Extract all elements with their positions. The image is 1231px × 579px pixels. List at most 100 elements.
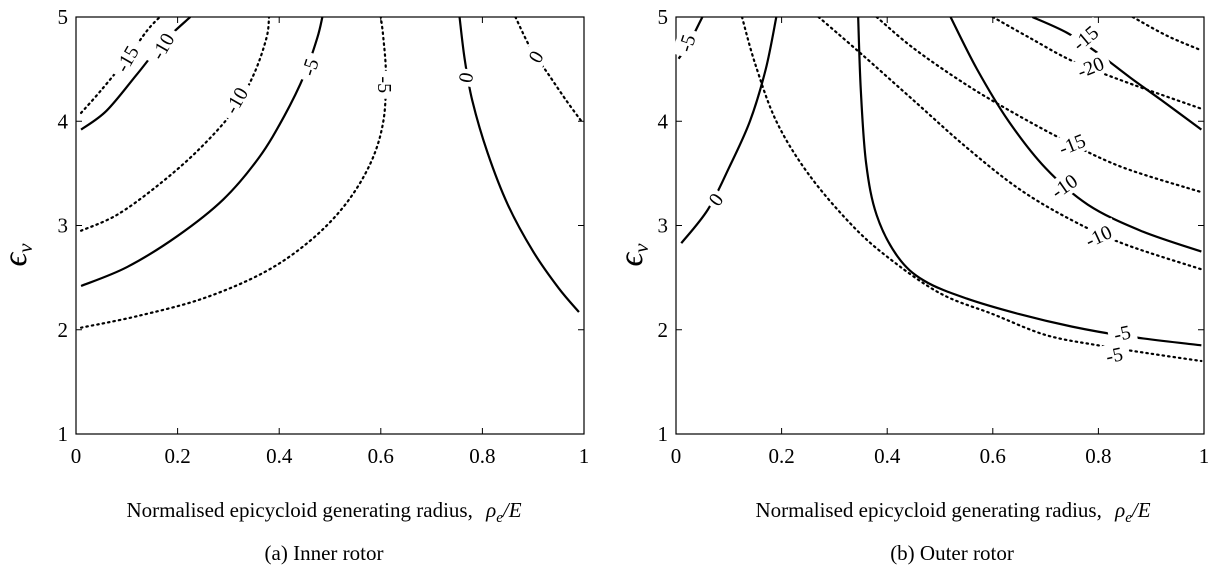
contour-line	[817, 17, 1203, 271]
contour-labels: -15 -10-10-5-5 00	[107, 23, 550, 123]
contour-label: -15	[1049, 126, 1095, 162]
x-tick-label: 0.8	[469, 444, 495, 468]
contour-line	[875, 17, 1203, 194]
y-tick-label: 3	[658, 214, 669, 238]
x-tick-label: 0.8	[1085, 444, 1111, 468]
contour-label-bg	[1049, 126, 1095, 162]
contour-line	[79, 17, 271, 232]
x-tick-label: 0.6	[980, 444, 1006, 468]
y-tick-label: 5	[58, 5, 69, 29]
contour-label-text: -5	[298, 56, 324, 79]
contour-label-text: -5	[1104, 343, 1125, 368]
contour-label-bg	[521, 43, 550, 70]
y-tick-label: 3	[58, 214, 69, 238]
contour-lines	[677, 17, 1203, 363]
chart-panel-inner-rotor: -15 -10 -10 -5 -5 0 0 0 0.2 0.4 0.6 0.8 1 1 2 3 4 5 (a) I…	[0, 0, 616, 574]
y-axis-label: ϵν	[0, 243, 37, 267]
contour-label: -5	[1098, 341, 1131, 369]
x-axis-label: Normalised epicycloid generating radius,…	[126, 498, 521, 526]
x-tick-label: 0.4	[266, 444, 293, 468]
contour-label-bg	[1068, 49, 1113, 85]
contour-label-text: -5	[373, 76, 395, 93]
contour-line	[79, 17, 387, 329]
chart-svg-outer-rotor: -50-5-5-10-10-15-20-150 0.2 0.4 0.6 0.8 11234…	[613, 5, 1210, 565]
contour-label: -20	[1068, 49, 1113, 85]
contour-line	[514, 17, 583, 123]
x-axis-label-symbol: ρ	[1114, 498, 1125, 522]
contour-label: -5	[671, 26, 702, 60]
contour-label-bg	[1098, 341, 1131, 369]
contour-label-bg	[1076, 217, 1121, 255]
y-tick-label: 4	[58, 109, 69, 133]
y-axis-label-symbol: ϵ	[616, 252, 650, 267]
plot-frame	[75, 16, 585, 435]
contour-label-text: -5	[1112, 321, 1133, 346]
y-tick-label: 5	[658, 5, 669, 29]
y-axis-label: ϵν	[616, 243, 653, 267]
contour-line	[1031, 17, 1203, 131]
y-tick-label: 2	[58, 318, 69, 342]
contour-line	[458, 17, 580, 313]
y-tick-label: 4	[658, 109, 669, 133]
contour-label-bg	[1106, 319, 1139, 347]
contour-label: -5	[1106, 319, 1139, 347]
contour-line	[1131, 17, 1203, 52]
x-axis-label-symbol-tail: /E	[1131, 498, 1151, 522]
chart-caption: (a) Inner rotor	[265, 541, 384, 565]
x-axis-label-text: Normalised epicycloid generating radius,	[126, 498, 472, 522]
contour-label: -5	[294, 50, 325, 84]
contour-label-bg	[294, 50, 325, 84]
contour-label-text: -5	[674, 32, 700, 55]
plot-area: -50-5-5-10-10-15-20-150 0.2 0.4 0.6 0.8 11234…	[658, 5, 1210, 468]
contour-label-bg	[1041, 165, 1087, 207]
axis-ticks: 0 0.2 0.4 0.6 0.8 1 1 2 3 4 5	[658, 5, 1210, 468]
contour-line	[740, 17, 1203, 363]
contour-label: -10	[1076, 217, 1121, 255]
contour-line	[80, 17, 324, 287]
x-axis-label: Normalised epicycloid generating radius,…	[755, 498, 1150, 526]
contour-label: 0	[453, 67, 478, 88]
contour-label: 0	[521, 43, 550, 70]
y-axis-label-sub: ν	[629, 243, 653, 253]
x-axis-label-symbol-sub: e	[496, 510, 503, 526]
contour-label-bg	[143, 23, 182, 69]
y-tick-label: 1	[658, 422, 669, 446]
x-axis-label-symbol-sub: e	[1125, 510, 1132, 526]
chart-panel-outer-rotor: -5 0 -5 -5 -10 -10 -15 -20 -15 0 0.2 0.4 0.6 0.8 1 1 2 3 4…	[613, 0, 1231, 574]
contour-label-bg	[671, 26, 702, 60]
x-tick-label: 1	[579, 444, 590, 468]
contour-label-bg	[107, 36, 147, 82]
contour-label-bg	[701, 186, 730, 213]
x-tick-label: 0.2	[768, 444, 794, 468]
contour-label-bg	[373, 70, 396, 99]
x-tick-label: 0.6	[368, 444, 394, 468]
y-tick-label: 2	[658, 318, 669, 342]
x-tick-label: 0.4	[874, 444, 901, 468]
contour-line	[680, 17, 778, 244]
x-axis-label-symbol-tail: /E	[502, 498, 522, 522]
contour-line	[949, 17, 1202, 253]
x-axis-label-text: Normalised epicycloid generating radius,	[755, 498, 1101, 522]
y-axis-label-sub: ν	[13, 243, 37, 253]
axis-ticks: 0 0.2 0.4 0.6 0.8 1 1 2 3 4 5	[58, 5, 590, 468]
contour-line	[857, 17, 1202, 347]
contour-label: 0	[701, 186, 730, 213]
x-tick-label: 0	[671, 444, 682, 468]
contour-labels: -50-5-5-10-10-15-20-15	[671, 16, 1139, 369]
contour-label-bg	[216, 78, 256, 123]
x-tick-label: 1	[1199, 444, 1210, 468]
x-tick-label: 0.2	[164, 444, 190, 468]
contour-label: -5	[373, 70, 396, 99]
contour-label-bg	[1063, 16, 1108, 59]
contour-line	[991, 17, 1203, 110]
x-axis-label-symbol: ρ	[485, 498, 496, 522]
y-axis-label-symbol: ϵ	[0, 252, 34, 267]
y-tick-label: 1	[58, 422, 69, 446]
contour-label-text: 0	[455, 71, 478, 85]
contour-label-bg	[453, 67, 478, 88]
chart-caption: (b) Outer rotor	[890, 541, 1014, 565]
plot-frame	[675, 16, 1205, 435]
contour-label: -10	[216, 78, 256, 123]
